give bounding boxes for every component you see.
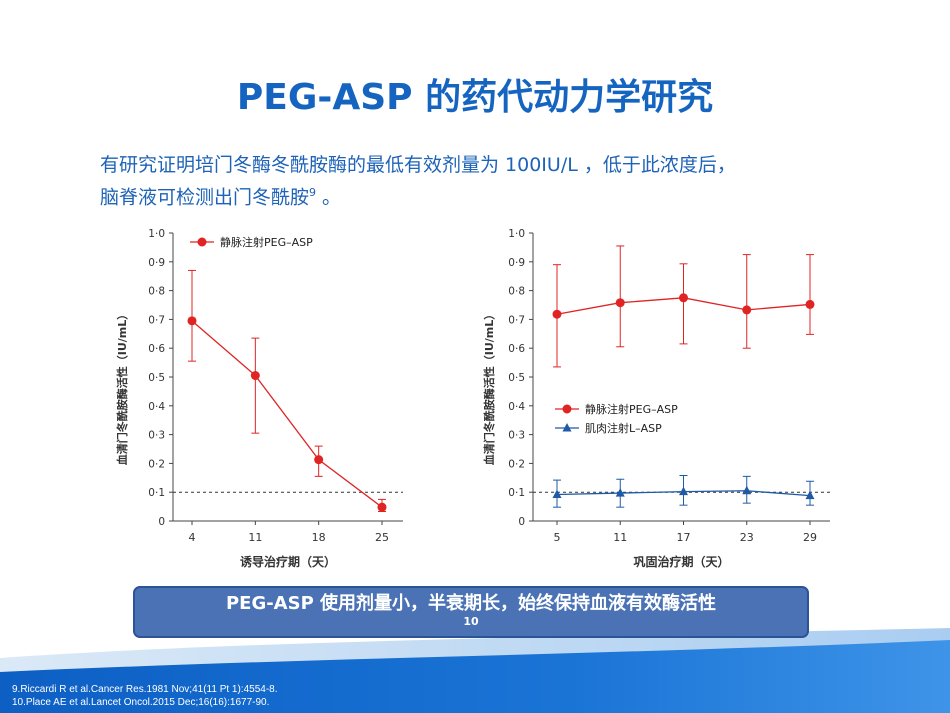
y-tick-label: 0·5 <box>148 372 165 384</box>
data-point-triangle <box>679 486 688 496</box>
x-axis-label: 巩固治疗期（天） <box>633 554 729 569</box>
y-tick-label: 0·7 <box>148 314 165 326</box>
x-tick-label: 29 <box>803 531 817 544</box>
y-tick-label: 0·6 <box>508 343 525 355</box>
chart-induction: 0 0·1 0·2 0·3 0·4 0·5 0·6 0·7 0·8 0·9 1·0 4 11 18 25 诱导… <box>108 218 408 582</box>
intro-line-1: 有研究证明培门冬酶冬酰胺酶的最低有效剂量为 100IU/L ，低于此浓度后， <box>100 154 736 176</box>
x-tick-label: 5 <box>554 531 561 544</box>
x-axis-label: 诱导治疗期（天） <box>240 554 336 569</box>
data-point-triangle <box>552 489 562 499</box>
summary-banner: PEG-ASP 使用剂量小，半衰期长，始终保持血液有效酶活性 10 <box>133 586 809 638</box>
data-point-circle <box>377 502 387 512</box>
y-tick-label: 0·2 <box>508 458 525 470</box>
legend-label: 静脉注射PEG–ASP <box>220 235 313 249</box>
x-tick-label: 23 <box>740 531 754 544</box>
references: 9.Riccardi R et al.Cancer Res.1981 Nov;4… <box>12 683 278 709</box>
y-tick-label: 1·0 <box>148 228 165 240</box>
y-tick-label: 0·8 <box>508 286 525 298</box>
y-tick-label: 0·8 <box>148 286 165 298</box>
y-tick-label: 0 <box>158 516 165 528</box>
data-point-triangle <box>615 488 625 497</box>
y-tick-label: 0 <box>518 516 525 528</box>
y-tick-label: 0·3 <box>148 430 165 442</box>
y-tick-label: 0·7 <box>508 314 525 326</box>
legend-marker-triangle <box>562 423 572 432</box>
x-tick-label: 11 <box>613 531 627 544</box>
x-tick-label: 17 <box>677 531 691 544</box>
intro-text: 有研究证明培门冬酶冬酰胺酶的最低有效剂量为 100IU/L ，低于此浓度后， 脑… <box>100 152 900 211</box>
chart-consolidation: 0 0·1 0·2 0·3 0·4 0·5 0·6 0·7 0·8 0·9 1·0 5 11 17 23 29… <box>475 218 845 582</box>
data-point-triangle <box>742 485 752 495</box>
intro-line-2-end: 。 <box>316 186 342 209</box>
legend-marker-circle <box>562 404 572 414</box>
y-tick-label: 0·6 <box>148 343 165 355</box>
y-tick-label: 0·1 <box>508 487 525 499</box>
legend-label: 肌肉注射L–ASP <box>585 421 662 435</box>
series-iv-peg-asp <box>552 245 815 368</box>
data-point-circle <box>679 293 688 303</box>
background-wave <box>0 628 950 713</box>
y-axis-label: 血清门冬酰胺酶活性（IU/mL） <box>482 309 496 466</box>
x-tick-label: 25 <box>375 531 389 544</box>
chart-induction-svg: 0 0·1 0·2 0·3 0·4 0·5 0·6 0·7 0·8 0·9 1·0 4 11 18 25 诱导… <box>115 228 403 569</box>
intro-citation: 9 <box>309 186 317 199</box>
y-tick-label: 0·4 <box>508 401 525 413</box>
legend-label: 静脉注射PEG–ASP <box>585 402 678 416</box>
x-tick-label: 4 <box>189 531 196 544</box>
y-axis-label: 血清门冬酰胺酶活性（IU/mL） <box>115 309 129 466</box>
y-tick-label: 0·2 <box>148 458 165 470</box>
y-tick-label: 1·0 <box>508 228 525 240</box>
y-tick-label: 0·5 <box>508 372 525 384</box>
intro-line-2-text: 脑脊液可检测出门冬酰胺 <box>100 186 310 209</box>
y-tick-label: 0·4 <box>148 401 165 413</box>
data-point-circle <box>805 299 815 309</box>
data-point-circle <box>552 309 562 319</box>
x-tick-label: 11 <box>248 531 262 544</box>
slide-title: PEG-ASP 的药代动力学研究 <box>236 77 714 118</box>
data-point-circle <box>742 305 752 315</box>
data-point-circle <box>314 455 324 465</box>
banner-citation: 10 <box>463 615 479 628</box>
reference-9: 9.Riccardi R et al.Cancer Res.1981 Nov;4… <box>12 684 278 695</box>
reference-10: 10.Place AE et al.Lancet Oncol.2015 Dec;… <box>12 697 270 708</box>
series-im-l-asp <box>552 474 815 508</box>
series-iv-peg-asp <box>187 269 387 512</box>
banner-text: PEG-ASP 使用剂量小，半衰期长，始终保持血液有效酶活性 <box>225 593 717 614</box>
y-tick-label: 0·1 <box>148 487 165 499</box>
y-tick-label: 0·3 <box>508 430 525 442</box>
data-point-circle <box>615 298 625 308</box>
data-point-circle <box>187 316 197 326</box>
intro-line-2: 脑脊液可检测出门冬酰胺9 。 <box>100 179 900 211</box>
legend-marker-circle <box>197 237 207 247</box>
chart-consolidation-svg: 0 0·1 0·2 0·3 0·4 0·5 0·6 0·7 0·8 0·9 1·0 5 11 17 23 29… <box>482 228 830 569</box>
y-tick-label: 0·9 <box>148 257 165 269</box>
data-point-triangle <box>805 490 815 500</box>
x-tick-label: 18 <box>312 531 326 544</box>
y-tick-label: 0·9 <box>508 257 525 269</box>
data-point-circle <box>250 371 260 381</box>
series-line <box>191 320 383 508</box>
